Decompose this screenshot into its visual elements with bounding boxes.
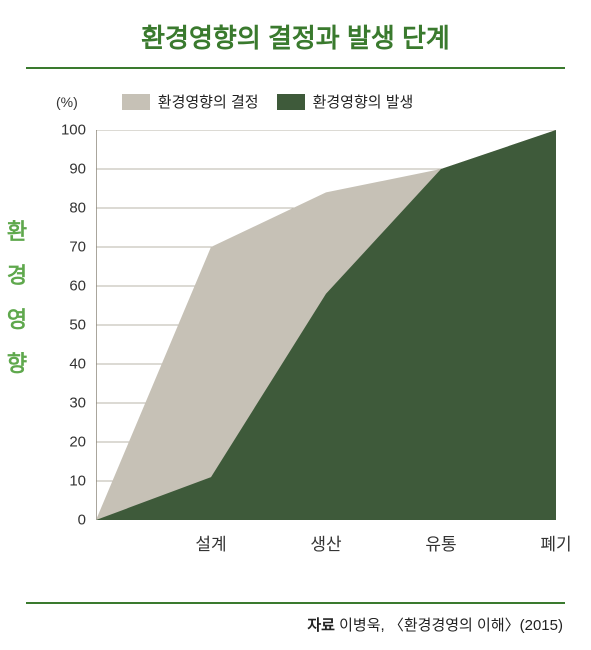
y-tick-label: 70 [69,239,96,256]
x-tick-label: 폐기 [540,520,571,555]
y-tick-label: 0 [78,512,96,529]
legend-swatch-1 [277,94,305,110]
x-tick-label: 설계 [195,520,226,555]
legend-item-1: 환경영향의 발생 [277,91,414,112]
legend-item-0: 환경영향의 결정 [122,91,259,112]
plot-area: 0102030405060708090100 설계생산유통폐기 [96,130,556,520]
y-tick-label: 100 [61,122,96,139]
y-tick-label: 80 [69,200,96,217]
y-tick-label: 60 [69,278,96,295]
legend-label-1: 환경영향의 발생 [313,91,414,112]
y-axis-unit: (%) [56,94,78,110]
legend-label-0: 환경영향의 결정 [158,91,259,112]
y-tick-label: 10 [69,473,96,490]
y-tick-label: 30 [69,395,96,412]
x-tick-label: 생산 [310,520,341,555]
y-tick-label: 90 [69,161,96,178]
legend-swatch-0 [122,94,150,110]
plot-wrap: 환 경 영 향 0102030405060708090100 설계생산유통폐기 [0,120,591,560]
source-line: 자료 이병욱, 〈환경경영의 이해〉(2015) [0,604,591,635]
source-text: 이병욱, 〈환경경영의 이해〉(2015) [339,617,563,634]
y-axis-title: 환 경 영 향 [6,210,28,386]
source-label: 자료 [307,617,335,634]
y-tick-label: 20 [69,434,96,451]
chart-title: 환경영향의 결정과 발생 단계 [0,0,591,67]
x-tick-label: 유통 [425,520,456,555]
plot-svg [96,130,556,520]
chart-container: 환경영향의 결정과 발생 단계 (%) 환경영향의 결정 환경영향의 발생 환 … [0,0,591,650]
legend: (%) 환경영향의 결정 환경영향의 발생 [0,69,591,120]
y-tick-label: 40 [69,356,96,373]
y-tick-label: 50 [69,317,96,334]
